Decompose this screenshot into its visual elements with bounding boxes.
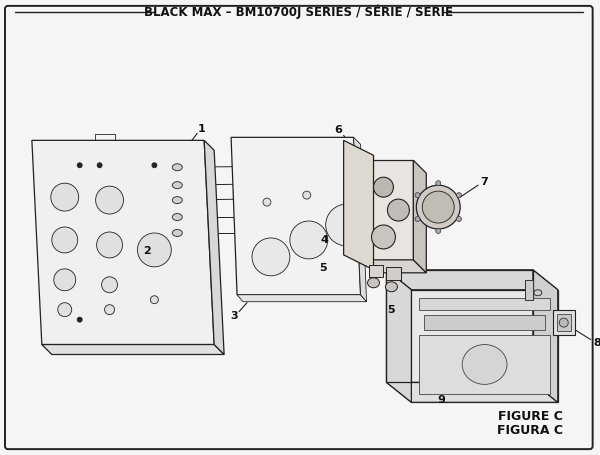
Polygon shape [386, 270, 412, 402]
Ellipse shape [416, 185, 460, 229]
Polygon shape [419, 298, 550, 310]
Text: FIGURA C: FIGURA C [497, 424, 563, 437]
Ellipse shape [534, 290, 542, 296]
Ellipse shape [97, 232, 122, 258]
Ellipse shape [97, 163, 102, 168]
Ellipse shape [436, 228, 441, 233]
Ellipse shape [172, 164, 182, 171]
Ellipse shape [422, 191, 454, 223]
Ellipse shape [368, 163, 374, 168]
Ellipse shape [252, 238, 290, 276]
Ellipse shape [95, 186, 124, 214]
Ellipse shape [462, 344, 507, 384]
Ellipse shape [172, 197, 182, 203]
Polygon shape [367, 160, 413, 260]
Ellipse shape [368, 215, 374, 219]
Ellipse shape [457, 192, 461, 197]
Polygon shape [419, 334, 550, 394]
Ellipse shape [368, 195, 374, 200]
Ellipse shape [436, 181, 441, 186]
Ellipse shape [303, 191, 311, 199]
Polygon shape [42, 344, 224, 354]
Text: 9: 9 [437, 395, 445, 405]
Ellipse shape [172, 229, 182, 237]
Text: 6: 6 [335, 126, 343, 136]
Polygon shape [237, 295, 367, 302]
Ellipse shape [101, 277, 118, 293]
Text: 3: 3 [230, 311, 238, 321]
Ellipse shape [368, 231, 374, 236]
Ellipse shape [415, 217, 420, 222]
Polygon shape [231, 137, 361, 295]
Ellipse shape [77, 317, 82, 322]
Text: BLACK MAX – BM10700J SERIES / SÉRIE / SERIE: BLACK MAX – BM10700J SERIES / SÉRIE / SE… [145, 5, 454, 19]
Polygon shape [413, 160, 427, 273]
Ellipse shape [54, 269, 76, 291]
Ellipse shape [385, 282, 397, 292]
Polygon shape [368, 265, 383, 277]
Text: 7: 7 [480, 177, 488, 187]
Ellipse shape [151, 296, 158, 303]
Ellipse shape [172, 182, 182, 189]
Polygon shape [557, 313, 571, 331]
Ellipse shape [388, 199, 409, 221]
Ellipse shape [374, 177, 394, 197]
Ellipse shape [559, 318, 568, 327]
Ellipse shape [51, 183, 79, 211]
Polygon shape [424, 315, 545, 329]
Ellipse shape [77, 163, 82, 168]
Polygon shape [386, 382, 558, 402]
Text: 1: 1 [197, 124, 205, 134]
Polygon shape [344, 140, 374, 270]
Ellipse shape [415, 192, 420, 197]
Polygon shape [204, 140, 224, 354]
Text: FIGURE C: FIGURE C [498, 410, 563, 423]
Polygon shape [386, 267, 401, 280]
Polygon shape [533, 270, 558, 402]
Polygon shape [367, 260, 427, 273]
Ellipse shape [263, 198, 271, 206]
Ellipse shape [368, 278, 379, 288]
Ellipse shape [368, 180, 374, 185]
Ellipse shape [172, 213, 182, 221]
Polygon shape [412, 290, 558, 402]
Ellipse shape [137, 233, 172, 267]
Text: 2: 2 [143, 246, 151, 256]
Ellipse shape [290, 221, 328, 259]
Ellipse shape [457, 217, 461, 222]
Text: 8: 8 [594, 338, 600, 348]
Text: 5: 5 [319, 263, 326, 273]
Polygon shape [553, 310, 575, 334]
Text: 5: 5 [388, 305, 395, 315]
Polygon shape [525, 280, 533, 300]
Ellipse shape [152, 163, 157, 168]
Ellipse shape [52, 227, 77, 253]
Polygon shape [32, 140, 214, 344]
Text: 4: 4 [321, 235, 329, 245]
Polygon shape [353, 137, 367, 302]
Ellipse shape [371, 225, 395, 249]
Ellipse shape [104, 305, 115, 315]
Ellipse shape [58, 303, 72, 317]
Polygon shape [386, 270, 558, 290]
Ellipse shape [326, 204, 368, 246]
